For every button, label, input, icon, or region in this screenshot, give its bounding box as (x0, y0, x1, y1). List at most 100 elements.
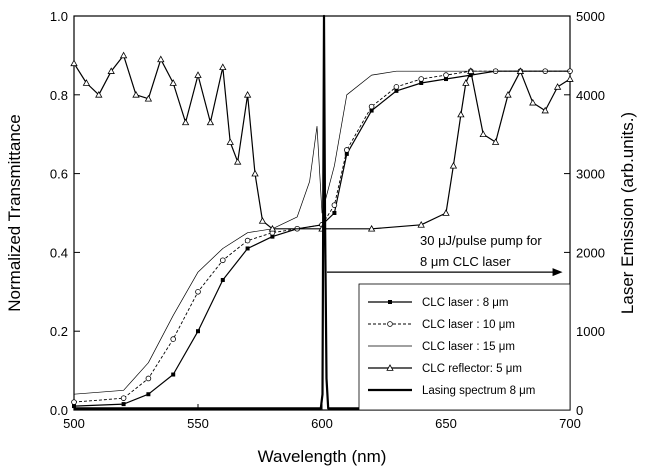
data-point (245, 246, 250, 251)
left-tick-label: 0.0 (50, 403, 68, 418)
data-point (120, 395, 127, 401)
x-tick-label: 600 (311, 416, 333, 431)
data-point (244, 237, 251, 244)
data-point (121, 402, 126, 407)
data-point (462, 79, 470, 86)
left-tick-label: 1.0 (50, 9, 68, 24)
data-point (504, 90, 512, 98)
series-2 (73, 70, 570, 395)
data-point (369, 108, 374, 113)
right-tick-label: 0 (576, 403, 583, 418)
data-point (393, 84, 400, 90)
data-point (479, 130, 487, 138)
data-point (132, 90, 140, 98)
right-tick-label: 2000 (576, 245, 605, 260)
right-tick-label: 1000 (576, 324, 605, 339)
data-point (171, 372, 176, 377)
series-line (73, 70, 570, 395)
data-point (169, 79, 177, 86)
data-point (181, 118, 190, 126)
data-point (157, 55, 165, 63)
x-tick-label: 550 (187, 416, 209, 431)
x-axis-label: Wavelength (nm) (258, 447, 387, 466)
legend-label: CLC reflector: 5 μm (422, 363, 522, 375)
data-point (367, 224, 376, 232)
data-point (195, 288, 201, 295)
left-axis-label: Normalized Transmittance (5, 114, 24, 311)
data-point (468, 73, 473, 78)
data-point (467, 67, 475, 74)
legend-label: CLC laser : 15 μm (422, 341, 515, 353)
data-point (491, 138, 500, 145)
data-point (145, 375, 152, 382)
data-point (268, 224, 277, 232)
legend: CLC laser : 8 μm CLC laser : 10 μm CLC las… (358, 283, 571, 411)
pump-annotation: 30 μJ/pulse pump for 8 μm CLC laser (326, 233, 563, 277)
right-tick-label: 4000 (576, 88, 605, 103)
legend-label: CLC laser : 10 μm (422, 319, 515, 331)
data-point (243, 90, 252, 98)
legend-entry: CLC reflector: 5 μm (368, 363, 522, 375)
data-point (71, 399, 77, 405)
series-line (74, 14, 570, 410)
data-point (95, 90, 103, 98)
data-point (72, 404, 76, 409)
data-point (417, 220, 425, 228)
data-point (194, 71, 202, 78)
data-point (332, 211, 337, 215)
data-point (386, 364, 394, 371)
data-point (146, 392, 151, 397)
series-4 (74, 14, 570, 410)
data-point (258, 217, 267, 224)
data-point (368, 103, 375, 110)
data-point (219, 63, 227, 71)
x-tick-label: 500 (63, 416, 85, 431)
data-point (566, 75, 574, 82)
data-point (541, 106, 549, 114)
x-tick-label: 650 (435, 416, 457, 431)
legend-entry: CLC laser : 8 μm (368, 297, 509, 309)
data-point (220, 277, 225, 282)
data-point (457, 110, 465, 118)
annotation-arrow-head (552, 268, 563, 277)
legend-label: CLC laser : 8 μm (422, 297, 509, 309)
data-point (344, 151, 349, 156)
data-point (394, 88, 399, 93)
data-point (529, 98, 537, 106)
data-point (270, 234, 275, 239)
data-point (82, 79, 91, 86)
left-tick-label: 0.6 (50, 167, 68, 182)
data-point (443, 72, 449, 78)
legend-label: Lasing spectrum 8 μm (422, 385, 535, 397)
legend-entry: CLC laser : 10 μm (368, 319, 515, 331)
data-point (206, 118, 215, 126)
annotation-line-1: 30 μJ/pulse pump for (420, 233, 542, 248)
series-layer (70, 14, 574, 410)
data-point (387, 321, 393, 327)
right-axis-label: Laser Emission (arb.units.) (618, 112, 637, 314)
data-point (251, 169, 259, 177)
data-point (70, 59, 78, 67)
legend-entry: Lasing spectrum 8 μm (368, 385, 535, 397)
data-point (442, 209, 450, 216)
annotation-line-2: 8 μm CLC laser (420, 254, 511, 269)
data-point (119, 51, 128, 59)
data-point (234, 157, 242, 165)
data-point (196, 329, 200, 334)
data-point (388, 300, 392, 304)
data-point (444, 77, 448, 82)
data-point (331, 202, 338, 208)
x-tick-label: 700 (559, 416, 581, 431)
left-tick-label: 0.2 (50, 324, 68, 339)
data-point (226, 138, 234, 145)
left-axis-ticks: 0.0 0.2 0.4 0.6 0.8 1.0 (50, 9, 80, 418)
data-point (170, 336, 177, 342)
data-point (418, 76, 425, 82)
data-point (449, 161, 458, 169)
series-3 (70, 51, 574, 232)
legend-entries: CLC laser : 8 μm CLC laser : 10 μm CLC las… (368, 297, 535, 397)
data-point (343, 147, 350, 153)
data-point (553, 83, 562, 90)
left-tick-label: 0.8 (50, 88, 68, 103)
